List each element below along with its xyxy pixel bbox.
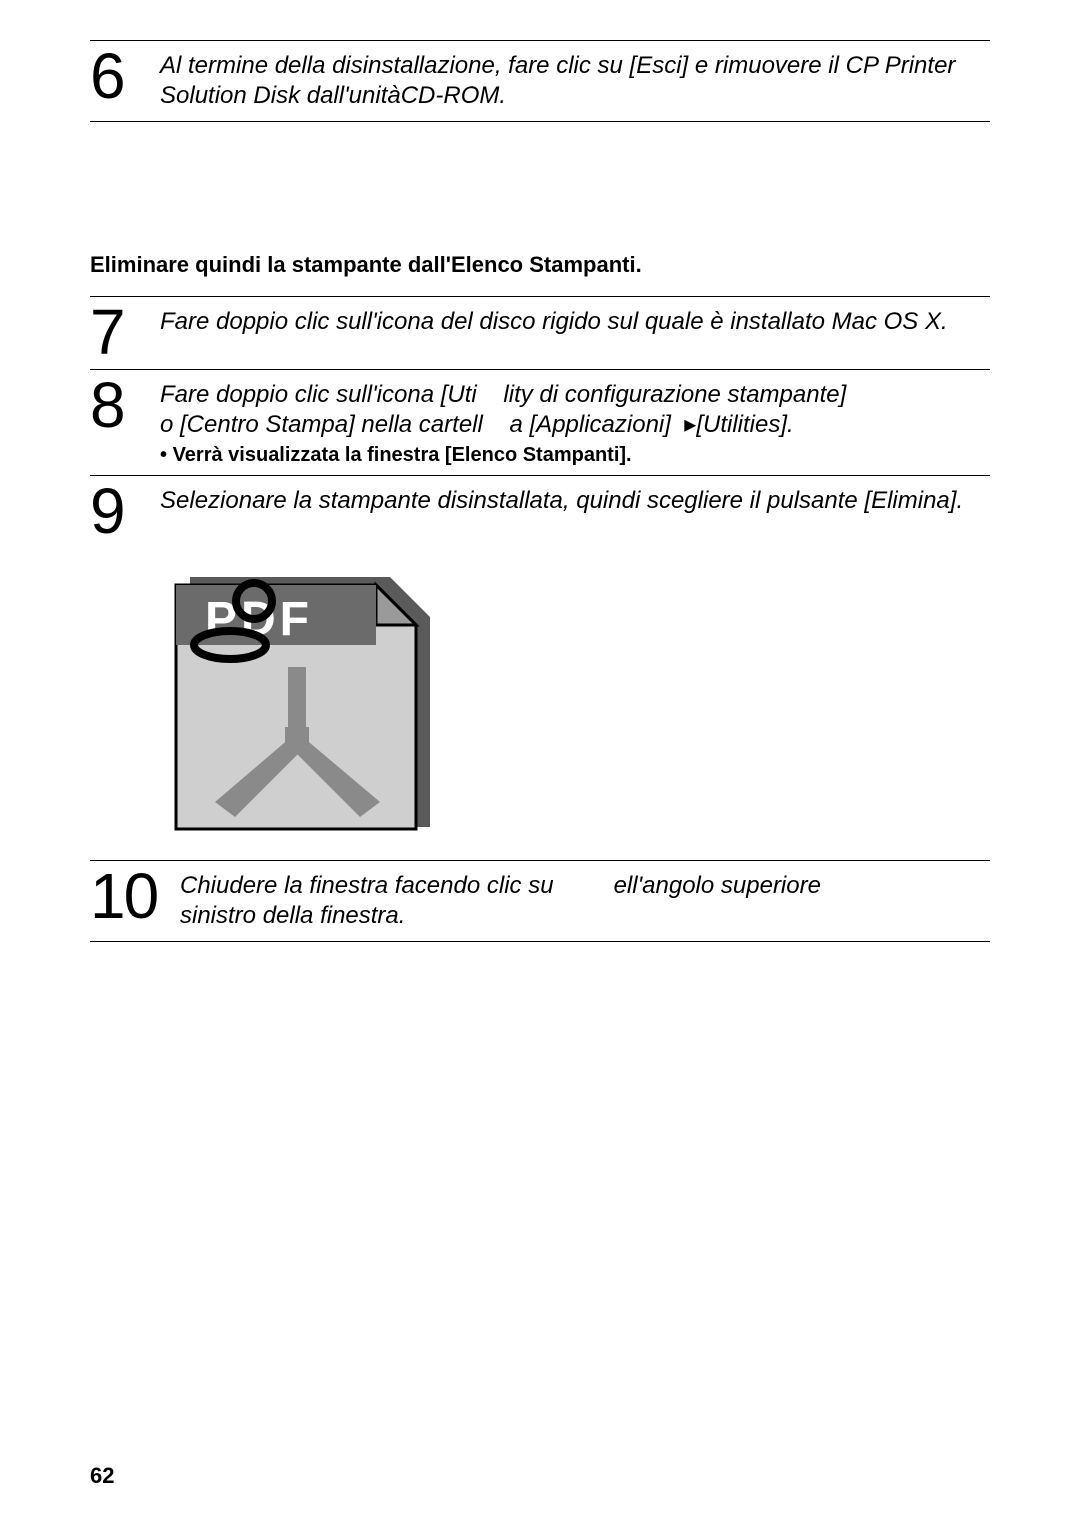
step-8-text-a: Fare doppio clic sull'icona [Uti <box>160 381 477 408</box>
step-10-text-a: Chiudere la finestra facendo clic su <box>180 872 554 899</box>
pdf-file-icon: PDF <box>160 567 440 837</box>
step-8: 8 Fare doppio clic sull'icona [Uti lity … <box>90 370 990 442</box>
step-8-text: Fare doppio clic sull'icona [Uti lity di… <box>160 378 846 440</box>
step-10-number: 10 <box>90 869 180 923</box>
rule-after-10 <box>90 941 990 942</box>
step-7-text: Fare doppio clic sull'icona del disco ri… <box>160 305 948 337</box>
step-6-text: Al termine della disinstallazione, fare … <box>160 49 990 111</box>
step-7: 7 Fare doppio clic sull'icona del disco … <box>90 297 990 369</box>
step-6-number: 6 <box>90 49 160 103</box>
step-8-text-e: [Utilities]. <box>696 411 793 438</box>
step-8-text-c: o [Centro Stampa] nella cartell <box>160 411 483 438</box>
step-10: 10 Chiudere la finestra facendo clic su … <box>90 861 990 941</box>
page-number: 62 <box>90 1463 114 1489</box>
step-10-text: Chiudere la finestra facendo clic su ell… <box>180 869 821 931</box>
step-8-text-b: lity di configurazione stampante] <box>503 381 846 408</box>
step-8-number: 8 <box>90 378 160 432</box>
section-heading: Eliminare quindi la stampante dall'Elenc… <box>90 252 990 278</box>
step-8-bullet: Verrà visualizzata la finestra [Elenco S… <box>90 442 990 475</box>
step-8-text-d: a [Applicazioni] <box>510 411 671 438</box>
arrow-icon: ▸ <box>678 411 697 438</box>
rule-after-6 <box>90 121 990 122</box>
pdf-icon-container: PDF <box>90 549 990 860</box>
step-10-text-c: sinistro della finestra. <box>180 902 405 929</box>
step-9: 9 Selezionare la stampante disinstallata… <box>90 476 990 548</box>
step-10-text-b: ell'angolo superiore <box>614 872 821 899</box>
step-7-number: 7 <box>90 305 160 359</box>
step-6: 6 Al termine della disinstallazione, far… <box>90 41 990 121</box>
step-9-number: 9 <box>90 484 160 538</box>
step-9-text: Selezionare la stampante disinstallata, … <box>160 484 963 516</box>
